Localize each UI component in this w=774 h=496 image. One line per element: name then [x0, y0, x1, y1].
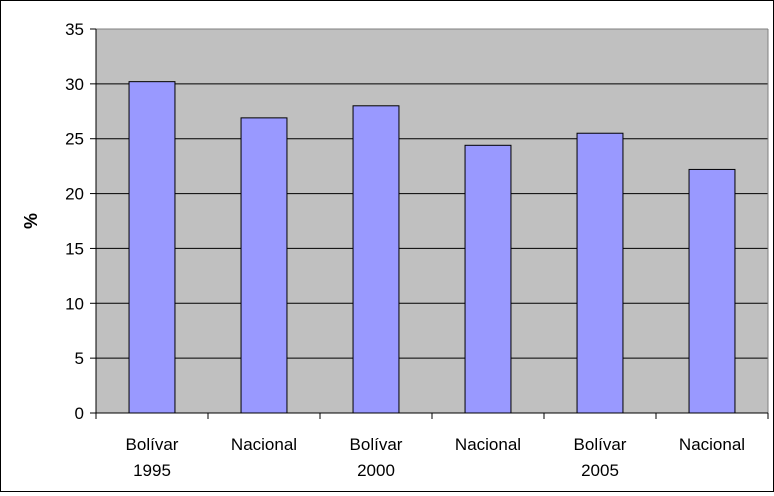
- y-tick-label: 35: [65, 20, 84, 39]
- bar: [240, 117, 288, 414]
- y-tick-labels: 0 5 10 15 20 25 30 35: [65, 20, 84, 423]
- bars-group: [128, 81, 736, 414]
- plot-area: [96, 29, 768, 413]
- bar: [128, 81, 176, 414]
- bar: [464, 144, 512, 414]
- x-category-label: Nacional: [455, 435, 521, 454]
- x-category-label: Bolívar: [350, 435, 403, 454]
- x-category-label: 1995: [133, 461, 171, 480]
- y-tick-label: 30: [65, 75, 84, 94]
- x-category-labels: Bolívar 1995 Nacional Bolívar 2000 Nacional Bo…: [126, 435, 746, 480]
- x-category-label: Bolívar: [574, 435, 627, 454]
- x-category-label: Nacional: [679, 435, 745, 454]
- y-tick-label: 20: [65, 185, 84, 204]
- y-tick-label: 10: [65, 294, 84, 313]
- y-tick-label: 25: [65, 130, 84, 149]
- x-category-label: 2005: [581, 461, 619, 480]
- y-tick-label: 15: [65, 239, 84, 258]
- bar: [576, 132, 624, 414]
- bar: [688, 168, 736, 414]
- y-tick-label: 0: [75, 404, 84, 423]
- x-category-label: Bolívar: [126, 435, 179, 454]
- y-axis-label: %: [21, 213, 41, 229]
- bar: [352, 105, 400, 414]
- x-category-label: 2000: [357, 461, 395, 480]
- x-category-label: Nacional: [231, 435, 297, 454]
- axes-group: [90, 28, 769, 419]
- y-tick-label: 5: [75, 349, 84, 368]
